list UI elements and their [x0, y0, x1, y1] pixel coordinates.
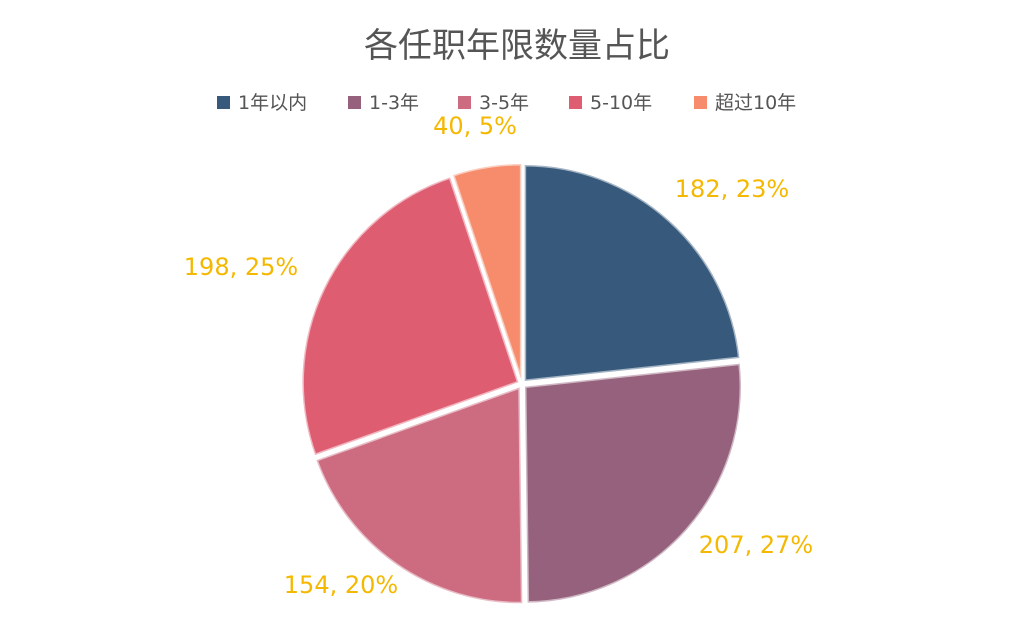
- legend-swatch-1: [217, 96, 230, 109]
- data-label-3: 154, 20%: [284, 571, 398, 599]
- legend-swatch-3: [458, 96, 471, 109]
- legend-swatch-5: [694, 96, 707, 109]
- pie-slice-4: [300, 175, 521, 458]
- data-label-1: 182, 23%: [675, 175, 789, 203]
- legend-label-5: 超过10年: [715, 92, 796, 114]
- legend-swatch-2: [348, 96, 361, 109]
- chart-legend: 1年以内 1-3年 3-5年 5-10年 超过10年: [217, 92, 796, 114]
- data-label-4: 198, 25%: [184, 253, 298, 281]
- legend-label-3: 3-5年: [479, 92, 529, 114]
- legend-label-4: 5-10年: [590, 92, 652, 114]
- pie-slice-3: [314, 385, 524, 605]
- data-label-5: 40, 5%: [433, 112, 517, 140]
- data-label-2: 207, 27%: [699, 531, 813, 559]
- data-labels: 182, 23% 207, 27% 154, 20% 198, 25% 40, 5%: [184, 112, 813, 599]
- legend-label-2: 1-3年: [369, 92, 419, 114]
- pie-slices: [300, 162, 743, 605]
- pie-slice-2: [523, 362, 743, 605]
- pie-slice-1: [523, 163, 742, 383]
- legend-label-1: 1年以内: [238, 92, 307, 114]
- legend-swatch-4: [569, 96, 582, 109]
- pie-slice-5: [451, 162, 523, 381]
- chart-title: 各任职年限数量占比: [364, 26, 670, 66]
